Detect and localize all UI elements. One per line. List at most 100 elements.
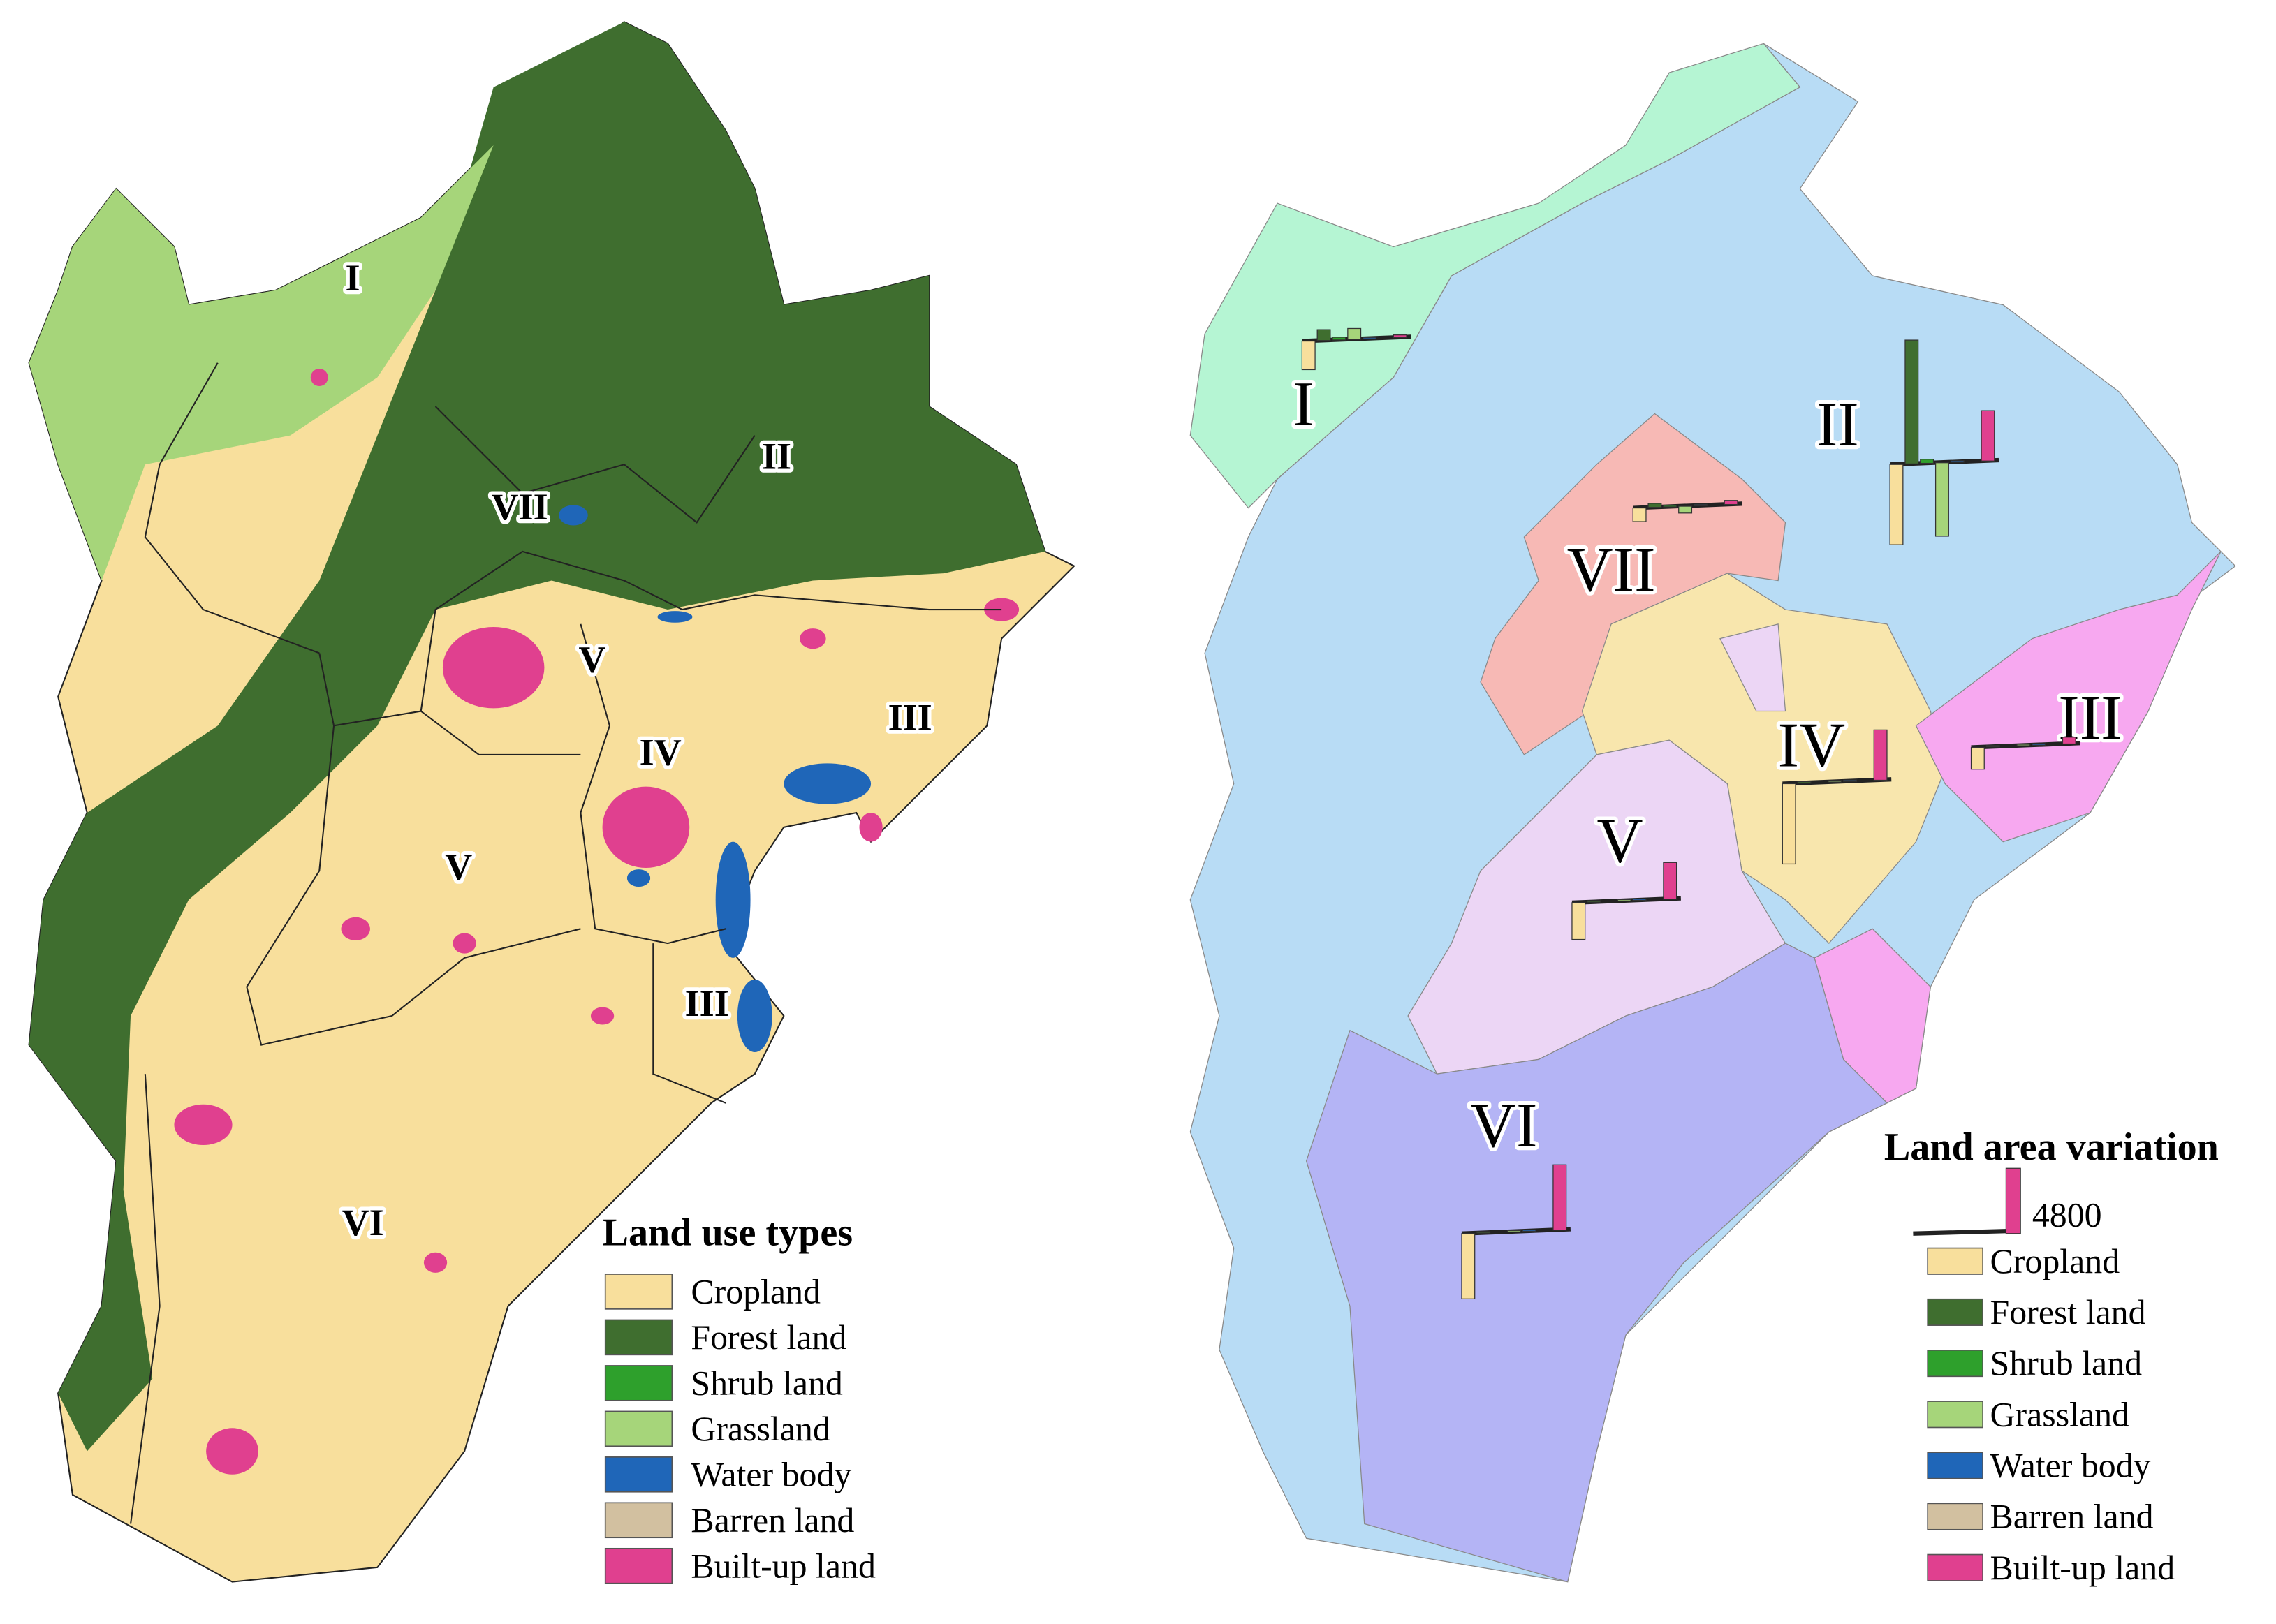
variation-bar [1904, 339, 1919, 465]
legend-label: Built-up land [691, 1547, 876, 1585]
right-legend: Land area variation 4800 Cropland Forest la… [1884, 1125, 2219, 1587]
legend-swatch [1927, 1401, 1983, 1429]
variation-bar [1617, 899, 1631, 902]
variation-bar [1970, 746, 1985, 770]
legend-swatch [1927, 1503, 1983, 1530]
variation-bar [1632, 507, 1647, 522]
region-area [1480, 413, 1786, 755]
region-label: VII [492, 486, 548, 528]
variation-bar [1981, 410, 1995, 462]
region-area [1915, 551, 2222, 843]
right-bar-glyphs [1301, 327, 2080, 1299]
variation-bar [1724, 500, 1738, 505]
scale-label: 4800 [2032, 1195, 2102, 1234]
variation-bar [1332, 337, 1346, 341]
region-label: III [685, 982, 729, 1024]
legend-swatch [604, 1502, 673, 1539]
variation-bar [1632, 899, 1647, 901]
legend-label: Grassland [1990, 1395, 2130, 1433]
variation-bar [1552, 1164, 1567, 1231]
variation-bar [1301, 340, 1316, 371]
region-label: I [1293, 369, 1314, 439]
legend-swatch [1927, 1298, 1983, 1326]
variation-bar [1587, 900, 1601, 903]
variation-bar [1985, 745, 2000, 748]
legend-label: Shrub land [1990, 1344, 2143, 1382]
region-label: II [762, 435, 791, 477]
region-area [1719, 623, 1786, 712]
legend-label: Barren land [691, 1501, 854, 1540]
legend-swatch [1927, 1553, 1983, 1581]
region-label: V [1597, 806, 1643, 876]
legend-label: Water body [691, 1455, 851, 1493]
variation-bar [1476, 1231, 1491, 1234]
variation-bar [1934, 462, 1949, 537]
scale-bar [2005, 1167, 2021, 1234]
variation-bar [1797, 781, 1812, 784]
variation-bar [1571, 902, 1586, 940]
region-label: V [578, 638, 605, 680]
left-builtup-patches [174, 369, 1020, 1475]
legend-swatch [604, 1365, 673, 1401]
variation-bar [1782, 783, 1796, 865]
legend-title: Land area variation [1884, 1125, 2219, 1169]
region-label: VII [1567, 534, 1656, 605]
variation-bar [1950, 460, 1965, 463]
left-water [559, 505, 872, 1052]
variation-bar [2032, 743, 2046, 746]
legend-swatch [604, 1274, 673, 1310]
variation-bar [1316, 329, 1331, 341]
legend-label: Cropland [1990, 1242, 2120, 1280]
legend-label: Barren land [1990, 1498, 2154, 1536]
legend-swatch [604, 1456, 673, 1493]
legend-swatch [1927, 1247, 1983, 1275]
region-area [1305, 943, 1888, 1583]
region-label: II [1816, 389, 1859, 459]
region-label: IV [640, 731, 682, 773]
variation-bar [1663, 862, 1677, 900]
variation-bar [1678, 505, 1693, 514]
legend-swatch [1927, 1452, 1983, 1479]
variation-bar [2062, 737, 2076, 745]
variation-bar [1828, 780, 1842, 783]
legend-label: Forest land [691, 1318, 846, 1357]
legend-swatch [1927, 1350, 1983, 1378]
variation-bar [1843, 779, 1857, 782]
variation-bar [2016, 744, 2031, 746]
region-label: IV [1778, 710, 1845, 781]
scale-baseline [1913, 1228, 2021, 1236]
legend-label: Grassland [691, 1410, 830, 1448]
variation-bar [1693, 503, 1708, 506]
variation-bar [1889, 464, 1904, 545]
left-boundaries [130, 362, 1002, 1524]
legend-label: Forest land [1990, 1293, 2146, 1331]
legend-label: Cropland [691, 1273, 821, 1311]
variation-bar [1647, 503, 1662, 508]
legend-label: Shrub land [691, 1364, 843, 1402]
variation-bar [1393, 334, 1407, 339]
right-regions [1189, 43, 2236, 1583]
variation-bar [1873, 729, 1888, 781]
legend-swatch [604, 1547, 673, 1584]
left-legend: Land use types Cropland Forest land Shrub l… [603, 1211, 876, 1585]
legend-swatch [604, 1410, 673, 1447]
variation-bar [1522, 1229, 1536, 1232]
region-label: III [888, 697, 932, 739]
legend-label: Water body [1990, 1447, 2151, 1485]
legend-title: Land use types [603, 1211, 853, 1254]
variation-bar [1920, 459, 1934, 464]
region-label: VI [342, 1202, 384, 1243]
variation-bar [1363, 337, 1376, 339]
variation-bar [1506, 1230, 1521, 1232]
variation-bar [1347, 327, 1362, 340]
left-forest [29, 22, 1045, 1452]
region-area [1189, 43, 1801, 509]
region-label: I [346, 257, 360, 299]
legend-label: Built-up land [1990, 1549, 2175, 1587]
left-grassland [29, 145, 494, 581]
